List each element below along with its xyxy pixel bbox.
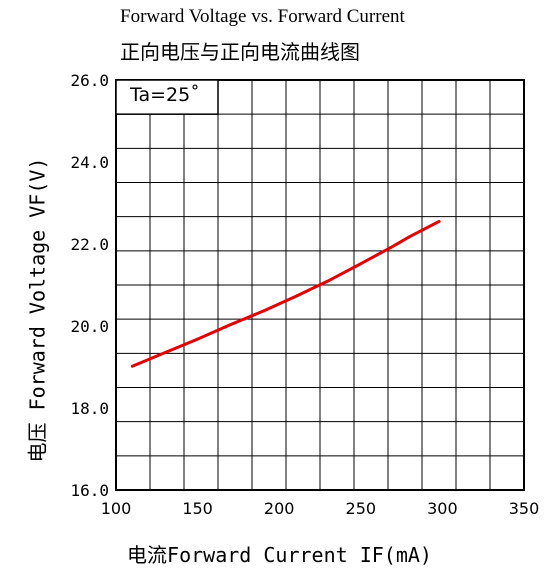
- x-axis-label: 电流Forward Current IF(mA): [127, 543, 432, 567]
- y-tick-label: 18.0: [70, 399, 109, 418]
- series-line: [130, 219, 441, 368]
- plot-frame: [115, 79, 525, 491]
- y-tick-label: 22.0: [70, 235, 109, 254]
- x-tick-label: 200: [264, 499, 295, 518]
- y-axis-label: 电压 Forward Voltage VF(V): [25, 157, 50, 463]
- chart-subtitle: 正向电压与正向电流曲线图: [120, 40, 360, 64]
- grid-lines: [116, 80, 524, 490]
- x-tick-label: 300: [427, 499, 458, 518]
- x-tick-label: 150: [182, 499, 213, 518]
- chart-title: Forward Voltage vs. Forward Current: [120, 6, 405, 27]
- x-tick-label: 350: [509, 499, 540, 518]
- x-tick-label: 250: [346, 499, 377, 518]
- y-tick-label: 26.0: [70, 71, 109, 90]
- y-tick-label: 20.0: [70, 317, 109, 336]
- y-tick-label: 16.0: [70, 481, 109, 500]
- x-tick-label: 100: [101, 499, 132, 518]
- series-group: [130, 219, 441, 368]
- y-tick-label: 24.0: [70, 153, 109, 172]
- temperature-annotation: Ta=25˚: [130, 84, 200, 106]
- y-tick-labels: 16.0 18.0 20.0 22.0 24.0 26.0: [70, 71, 109, 500]
- x-tick-labels: 100 150 200 250 300 350: [101, 499, 540, 518]
- annotation-box: [115, 79, 219, 115]
